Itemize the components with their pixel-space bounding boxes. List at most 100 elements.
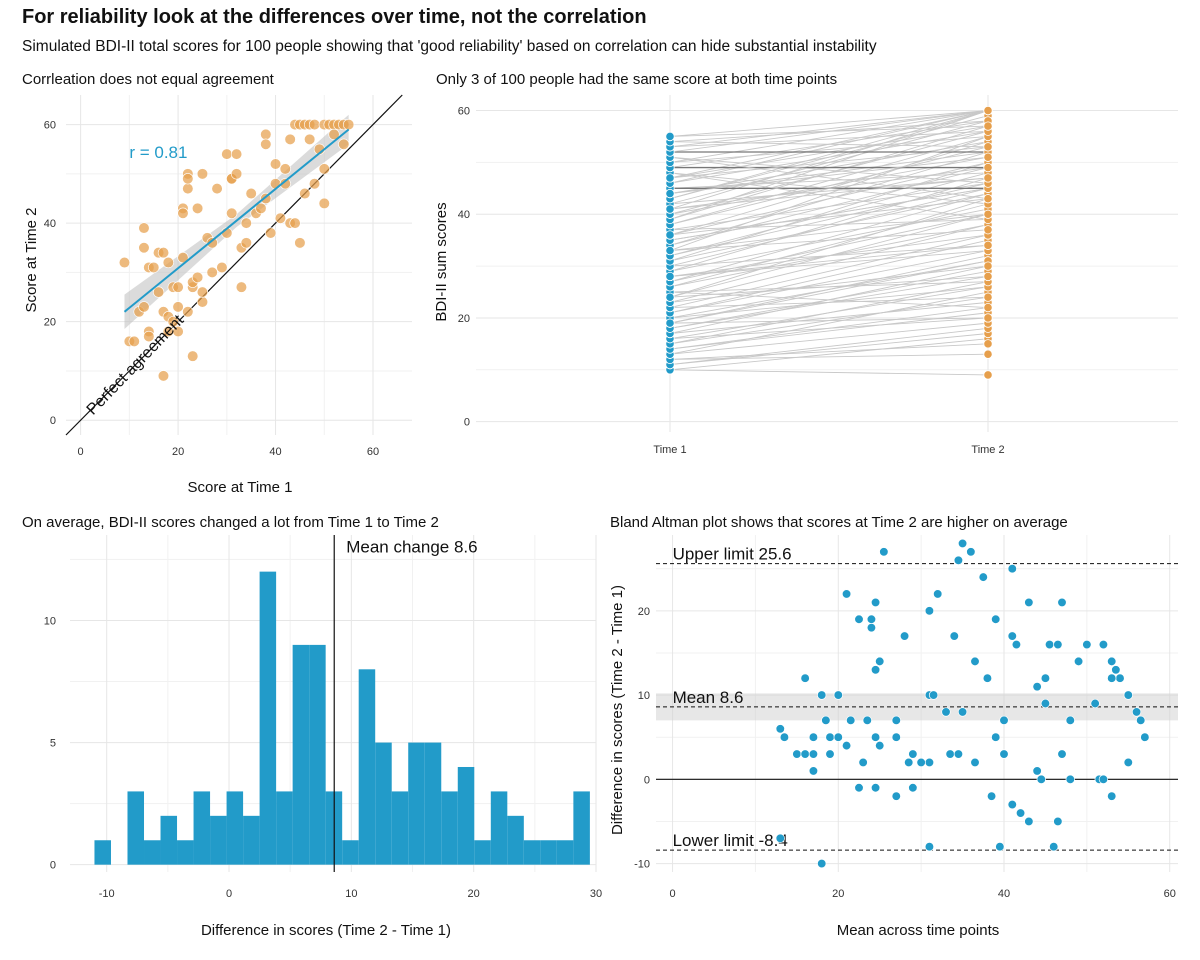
panel2-time1-point xyxy=(665,292,675,302)
upper-limit-label: Upper limit 25.6 xyxy=(673,545,792,564)
panel4-point xyxy=(1098,639,1109,650)
panel4-point xyxy=(1040,698,1051,709)
histogram-bar xyxy=(243,815,260,865)
panel2-time2-point xyxy=(983,261,993,271)
panel4-point xyxy=(775,833,785,843)
panel2-pair-line xyxy=(669,338,989,371)
panel4-point xyxy=(945,749,955,759)
panel2-pair-line xyxy=(669,250,989,314)
panel4-point xyxy=(1123,757,1133,768)
panel2-pair-line xyxy=(669,125,989,137)
panel1-point xyxy=(279,178,291,190)
panel1-xtick: 60 xyxy=(367,446,379,458)
panel2-time2-point xyxy=(983,225,993,235)
histogram-bar xyxy=(523,840,541,865)
panel2-time2-point xyxy=(983,370,993,380)
panel2-pair-line xyxy=(669,156,989,194)
panel1-point xyxy=(196,168,209,180)
panel1-point xyxy=(172,301,184,313)
mean-label: Mean 8.6 xyxy=(673,688,744,707)
panel-slope: Only 3 of 100 people had the same score … xyxy=(433,71,1178,456)
panel2-pair-line xyxy=(669,213,989,283)
panel1-point xyxy=(167,316,179,328)
panel1-point xyxy=(138,222,150,234)
panel2-time2-point xyxy=(983,121,993,131)
panel1-ytick: 0 xyxy=(50,415,56,427)
panel2-pair-line xyxy=(669,296,989,309)
panel1-point xyxy=(294,237,306,249)
panel4-point xyxy=(800,749,810,759)
panel4-title: Bland Altman plot shows that scores at T… xyxy=(610,514,1068,531)
histogram-bar xyxy=(226,791,244,865)
panel4-ytick: 0 xyxy=(644,774,650,786)
panel1-point xyxy=(191,202,204,214)
panel4-point xyxy=(1049,842,1059,852)
panel4-point xyxy=(1111,665,1121,675)
panel2-pair-line xyxy=(669,198,989,236)
panel2-time2-point xyxy=(983,162,993,173)
panel4-point xyxy=(1057,597,1067,608)
panel4-point xyxy=(817,858,827,869)
panel4-xtick: 60 xyxy=(1164,888,1176,900)
panel1-point xyxy=(308,178,321,190)
panel4-point xyxy=(1140,732,1150,742)
panel2-ylabel: BDI-II sum scores xyxy=(433,202,450,321)
panel4-ytick: 20 xyxy=(638,606,650,618)
panel1-xlabel: Score at Time 1 xyxy=(187,479,292,496)
panel2-pair-line xyxy=(669,151,989,194)
panel4-point xyxy=(879,547,889,557)
panel4-point xyxy=(891,732,901,742)
panel4-point xyxy=(808,732,819,742)
panel2-pair-line xyxy=(669,369,989,376)
panel4-point xyxy=(924,842,935,852)
panel4-point xyxy=(875,656,885,667)
panel4-point xyxy=(817,690,827,700)
panel1-point xyxy=(182,306,194,318)
panel2-time1-point xyxy=(665,271,675,282)
panel2-title: Only 3 of 100 people had the same score … xyxy=(436,71,837,88)
panel1-point xyxy=(269,178,282,190)
panel4-ytick: 10 xyxy=(638,690,650,702)
panel3-ytick: 5 xyxy=(50,738,56,750)
panel2-time2-point xyxy=(983,271,993,282)
panel1-point xyxy=(226,207,238,219)
perfect-agreement-line xyxy=(65,94,403,436)
panel4-xtick: 0 xyxy=(670,888,676,900)
panel1-point xyxy=(260,138,272,150)
panel2-pair-line xyxy=(669,286,989,340)
panel1-point xyxy=(143,330,155,343)
histogram-bar xyxy=(573,791,590,865)
histogram-bar xyxy=(292,644,310,865)
histogram-bar xyxy=(94,840,111,865)
panel2-time2-point xyxy=(983,292,993,302)
panel1-point xyxy=(128,335,140,347)
panel4-point xyxy=(1015,808,1026,818)
panel2-pair-line xyxy=(669,265,989,303)
panel2-pair-line xyxy=(669,110,989,148)
histogram-bar xyxy=(210,815,227,865)
panel1-point xyxy=(240,217,252,229)
panel2-pair-line xyxy=(669,177,989,210)
panel2-pair-line xyxy=(669,317,989,340)
panel4-point xyxy=(858,757,868,768)
panel2-pair-line xyxy=(669,234,989,309)
panel1-point xyxy=(338,138,350,150)
panel2-pair-line xyxy=(669,317,989,324)
panel2-pair-line xyxy=(669,353,989,360)
histogram-bar xyxy=(556,840,574,865)
panel4-point xyxy=(1136,715,1146,725)
panel2-time1-point xyxy=(665,188,675,199)
panel3-xtick: 30 xyxy=(590,888,602,900)
panel2-pair-line xyxy=(669,260,989,319)
panel1-point xyxy=(191,271,204,283)
panel4-point xyxy=(775,724,785,734)
panel4-point xyxy=(825,749,835,759)
panel1-xtick: 40 xyxy=(269,446,281,458)
panel4-point xyxy=(1098,774,1109,784)
panel4-point xyxy=(841,589,852,599)
panel1-point xyxy=(265,227,277,239)
panel4-point xyxy=(875,740,885,751)
panel2-pair-line xyxy=(669,182,989,257)
panel3-xtick: 10 xyxy=(345,888,357,900)
panel4-point xyxy=(1065,774,1075,784)
